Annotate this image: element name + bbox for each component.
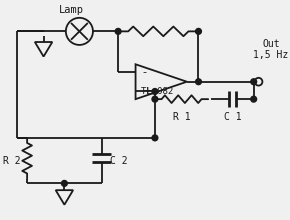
Circle shape — [61, 180, 67, 186]
Text: C 1: C 1 — [224, 112, 241, 122]
Text: R 1: R 1 — [173, 112, 190, 122]
Text: R 2: R 2 — [3, 156, 20, 166]
Circle shape — [195, 28, 201, 34]
Text: -: - — [142, 67, 146, 77]
Text: +: + — [142, 86, 152, 97]
Circle shape — [115, 28, 121, 34]
Circle shape — [251, 96, 257, 102]
Text: Lamp: Lamp — [59, 5, 84, 15]
Circle shape — [251, 79, 257, 85]
Text: Out
1,5 Hz: Out 1,5 Hz — [253, 39, 289, 61]
Circle shape — [195, 79, 201, 85]
Circle shape — [152, 89, 158, 94]
Text: C 2: C 2 — [110, 156, 128, 166]
Circle shape — [152, 96, 158, 102]
Text: TL 082: TL 082 — [141, 87, 173, 96]
Circle shape — [152, 135, 158, 141]
